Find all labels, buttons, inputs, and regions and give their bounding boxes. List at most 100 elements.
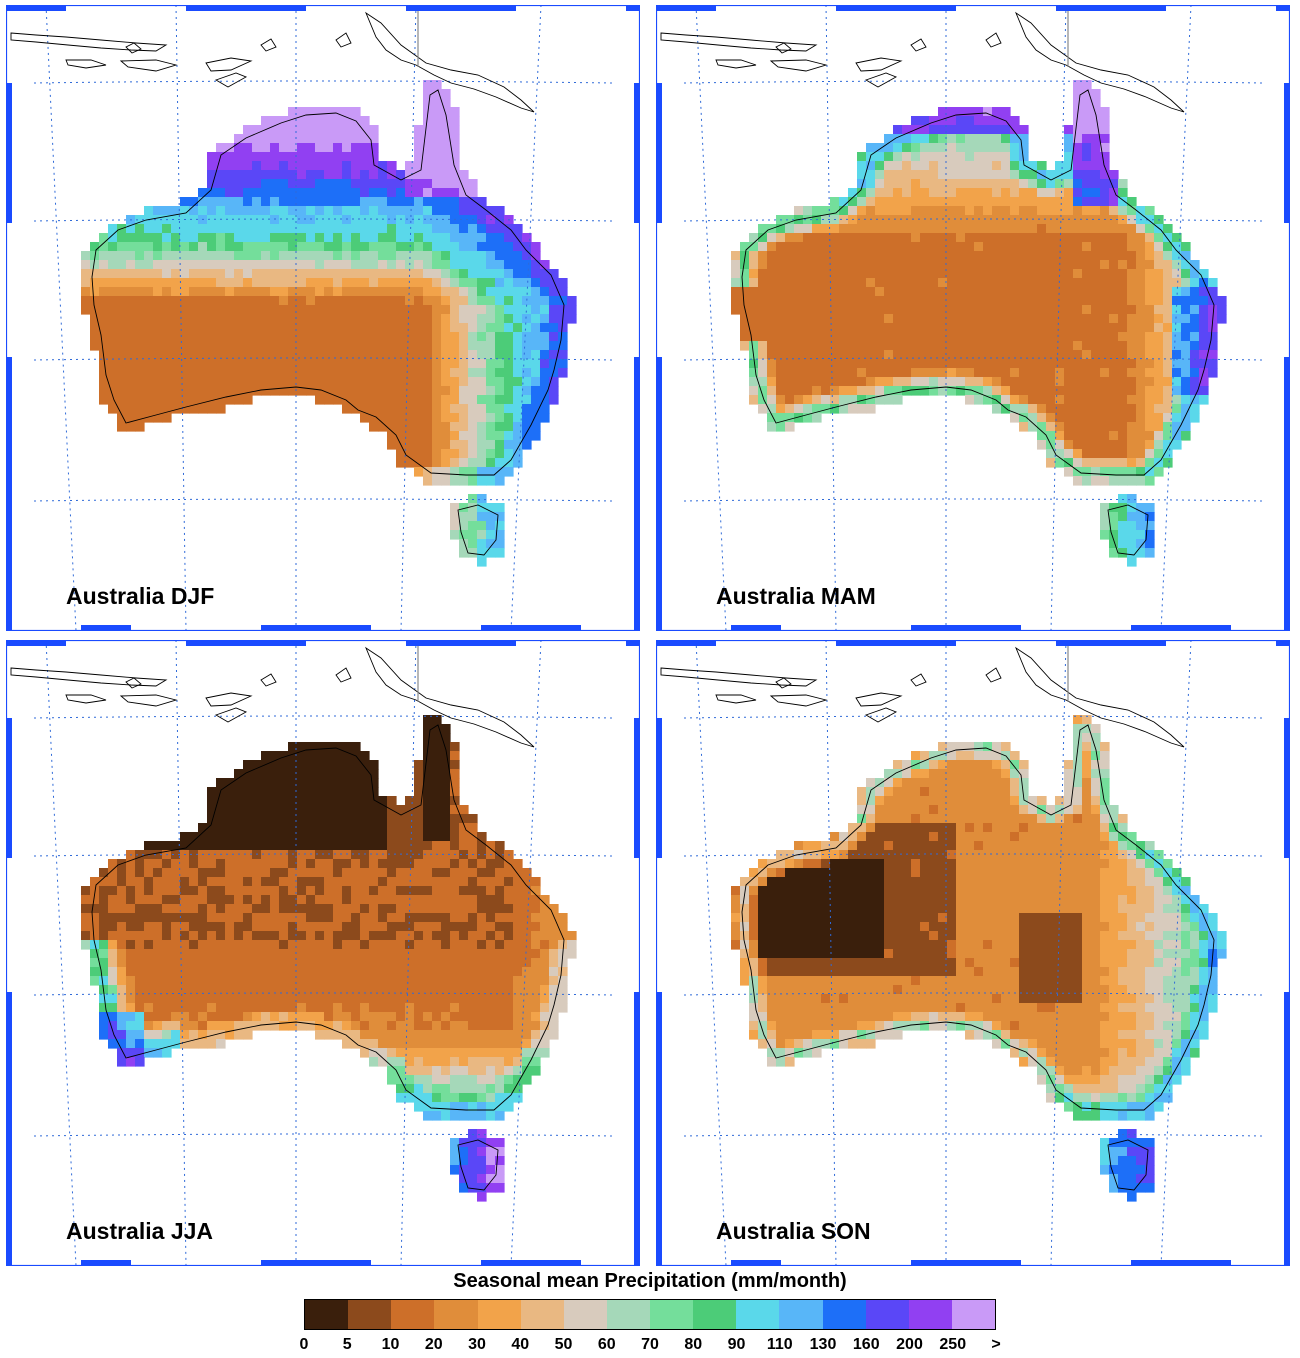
precip-cell (351, 188, 361, 198)
precip-cell (531, 377, 541, 387)
precip-cell (207, 868, 217, 878)
precip-cell (144, 260, 154, 270)
precip-cell (135, 904, 145, 914)
precip-cell (162, 967, 172, 977)
precip-cell (477, 1039, 487, 1049)
precip-cell (1037, 377, 1047, 387)
precip-cell (549, 994, 559, 1004)
precip-cell (414, 323, 424, 333)
precip-cell (369, 895, 379, 905)
precip-cell (911, 242, 921, 252)
precip-cell (162, 994, 172, 1004)
precip-cell (441, 89, 451, 99)
precip-cell (450, 751, 460, 761)
precip-cell (1010, 224, 1020, 234)
precip-cell (198, 296, 208, 306)
precip-cell (767, 359, 777, 369)
precip-cell (360, 1012, 370, 1022)
precip-cell (315, 278, 325, 288)
precip-cell (324, 215, 334, 225)
precip-cell (866, 323, 876, 333)
precip-cell (1100, 116, 1110, 126)
precip-cell (803, 296, 813, 306)
precip-cell (261, 215, 271, 225)
precip-cell (279, 1003, 289, 1013)
precip-cell (1145, 395, 1155, 405)
precip-cell (306, 206, 316, 216)
precip-cell (369, 404, 379, 414)
precip-cell (513, 1066, 523, 1076)
precip-cell (198, 224, 208, 234)
precip-cell (306, 1021, 316, 1031)
precip-cell (369, 958, 379, 968)
precip-cell (243, 787, 253, 797)
precip-cell (1073, 413, 1083, 423)
precip-cell (135, 1048, 145, 1058)
precip-cell (234, 769, 244, 779)
precip-cell (1010, 368, 1020, 378)
precip-cell (794, 233, 804, 243)
precip-cell (1091, 278, 1101, 288)
precip-cell (1109, 413, 1119, 423)
precip-cell (477, 278, 487, 288)
precip-cell (450, 188, 460, 198)
precip-cell (902, 769, 912, 779)
precip-cell (1100, 341, 1110, 351)
map-canvas (656, 5, 1290, 631)
precip-cell (432, 224, 442, 234)
precip-cell (1001, 233, 1011, 243)
precip-cell (558, 985, 568, 995)
precip-cell (441, 913, 451, 923)
precip-cell (902, 242, 912, 252)
precip-cell (776, 242, 786, 252)
precip-cell (297, 242, 307, 252)
precip-cell (558, 940, 568, 950)
precip-cell (504, 269, 514, 279)
precip-cell (459, 404, 469, 414)
precip-cell (450, 1111, 460, 1121)
precip-cell (776, 332, 786, 342)
precip-cell (1046, 431, 1056, 441)
precip-cell (767, 332, 777, 342)
precip-cell (90, 904, 100, 914)
precip-cell (171, 922, 181, 932)
precip-cell (252, 161, 262, 171)
precip-cell (785, 305, 795, 315)
precip-cell (423, 323, 433, 333)
precip-cell (1127, 287, 1137, 297)
precip-cell (540, 377, 550, 387)
precip-cell (423, 179, 433, 189)
precip-cell (144, 1030, 154, 1040)
precip-cell (1010, 323, 1020, 333)
precip-cell (324, 1003, 334, 1013)
precip-cell (315, 368, 325, 378)
precip-cell (279, 823, 289, 833)
precip-cell (81, 296, 91, 306)
precip-cell (234, 1003, 244, 1013)
precip-cell (396, 823, 406, 833)
precip-cell (225, 931, 235, 941)
precip-cell (893, 233, 903, 243)
precip-cell (875, 377, 885, 387)
precip-cell (405, 976, 415, 986)
precip-cell (1190, 386, 1200, 396)
precip-cell (1109, 332, 1119, 342)
precip-cell (243, 269, 253, 279)
precip-cell (369, 125, 379, 135)
precip-cell (513, 323, 523, 333)
precip-cell (423, 1003, 433, 1013)
precip-cell (1100, 251, 1110, 261)
precip-cell (171, 386, 181, 396)
precip-cell (794, 332, 804, 342)
precip-cell (1163, 332, 1173, 342)
frame-tick (634, 495, 640, 631)
precip-cell (450, 440, 460, 450)
precip-cell (558, 332, 568, 342)
precip-cell (414, 958, 424, 968)
precip-cell (108, 1021, 118, 1031)
precip-cell (803, 206, 813, 216)
precip-cell (405, 332, 415, 342)
precip-cell (243, 760, 253, 770)
precip-cell (432, 841, 442, 851)
precip-cell (441, 949, 451, 959)
